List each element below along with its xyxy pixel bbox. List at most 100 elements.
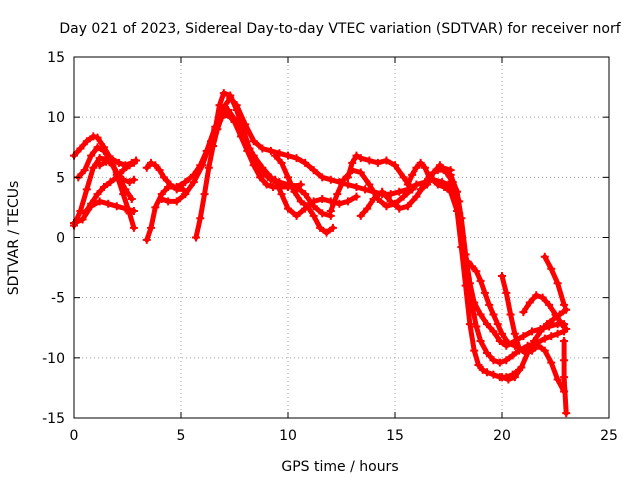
data-point	[119, 166, 128, 175]
x-tick-label: 15	[386, 428, 404, 444]
data-point	[480, 288, 489, 297]
data-point	[159, 173, 168, 182]
data-point	[536, 327, 545, 336]
data-point	[318, 209, 327, 218]
data-point	[226, 91, 235, 100]
series-sat-x	[540, 252, 569, 309]
data-point	[485, 300, 494, 309]
data-point	[76, 207, 85, 216]
data-point	[343, 197, 352, 206]
data-point	[560, 336, 569, 345]
data-point	[258, 168, 267, 177]
data-point	[493, 320, 502, 329]
data-point	[191, 233, 200, 242]
data-point	[517, 363, 526, 372]
data-point	[80, 166, 89, 175]
data-point	[403, 202, 412, 211]
data-point	[519, 332, 528, 341]
series-line	[144, 95, 462, 243]
data-point	[382, 156, 391, 165]
y-axis-label: SDTVAR / TECUs	[6, 181, 22, 296]
data-point	[245, 144, 254, 153]
data-point	[412, 163, 421, 172]
data-point	[562, 409, 571, 418]
data-point	[352, 192, 361, 201]
data-point	[489, 327, 498, 336]
data-point	[429, 168, 438, 177]
data-point	[560, 373, 569, 382]
data-point	[453, 187, 462, 196]
data-point	[386, 197, 395, 206]
data-point	[93, 133, 102, 142]
x-tick-label: 5	[177, 428, 186, 444]
data-point	[326, 207, 335, 216]
data-point	[525, 298, 534, 307]
data-point	[151, 203, 160, 212]
data-point	[211, 125, 220, 134]
data-point	[545, 300, 554, 309]
series-sat-o	[343, 151, 417, 194]
x-tick-label: 25	[600, 428, 618, 444]
data-point	[89, 163, 98, 172]
data-point	[87, 199, 96, 208]
data-point	[251, 158, 260, 167]
data-point	[502, 288, 511, 297]
data-point	[557, 320, 566, 329]
data-point	[395, 187, 404, 196]
y-tick-label: -10	[42, 351, 65, 367]
data-point	[369, 194, 378, 203]
data-point	[106, 178, 115, 187]
data-point	[348, 158, 357, 167]
data-point	[200, 190, 209, 199]
y-tick-label: -5	[51, 291, 65, 307]
data-point	[412, 192, 421, 201]
data-point	[189, 178, 198, 187]
data-point	[519, 308, 528, 317]
data-point	[562, 305, 571, 314]
data-point	[352, 151, 361, 160]
data-point	[532, 291, 541, 300]
data-point	[181, 190, 190, 199]
data-point	[408, 170, 417, 179]
data-point	[204, 163, 213, 172]
data-point	[318, 194, 327, 203]
data-point	[198, 161, 207, 170]
data-point	[262, 180, 271, 189]
data-point	[112, 202, 121, 211]
data-point	[483, 368, 492, 377]
data-point	[542, 320, 551, 329]
data-point	[403, 180, 412, 189]
data-point	[127, 158, 136, 167]
data-point	[553, 279, 562, 288]
data-point	[363, 204, 372, 213]
series-sat-t	[463, 257, 519, 350]
data-point	[155, 166, 164, 175]
data-point	[530, 336, 539, 345]
data-point	[76, 144, 85, 153]
data-point	[249, 137, 258, 146]
data-point	[510, 373, 519, 382]
data-point	[489, 370, 498, 379]
data-point	[461, 250, 470, 259]
series-line	[272, 153, 336, 236]
data-point	[104, 199, 113, 208]
data-point	[495, 358, 504, 367]
data-point	[356, 168, 365, 177]
data-point	[301, 158, 310, 167]
data-point	[82, 137, 91, 146]
data-point	[95, 197, 104, 206]
data-series	[70, 89, 571, 418]
series-sat-r	[416, 161, 569, 367]
data-point	[540, 252, 549, 261]
data-point	[151, 161, 160, 170]
data-point	[78, 215, 87, 224]
data-point	[147, 223, 156, 232]
data-point	[121, 204, 130, 213]
data-point	[328, 223, 337, 232]
data-point	[395, 204, 404, 213]
data-point	[318, 173, 327, 182]
series-sat-n	[326, 166, 417, 216]
x-tick-label: 10	[279, 428, 297, 444]
data-point	[408, 185, 417, 194]
y-tick-label: 15	[47, 50, 65, 66]
